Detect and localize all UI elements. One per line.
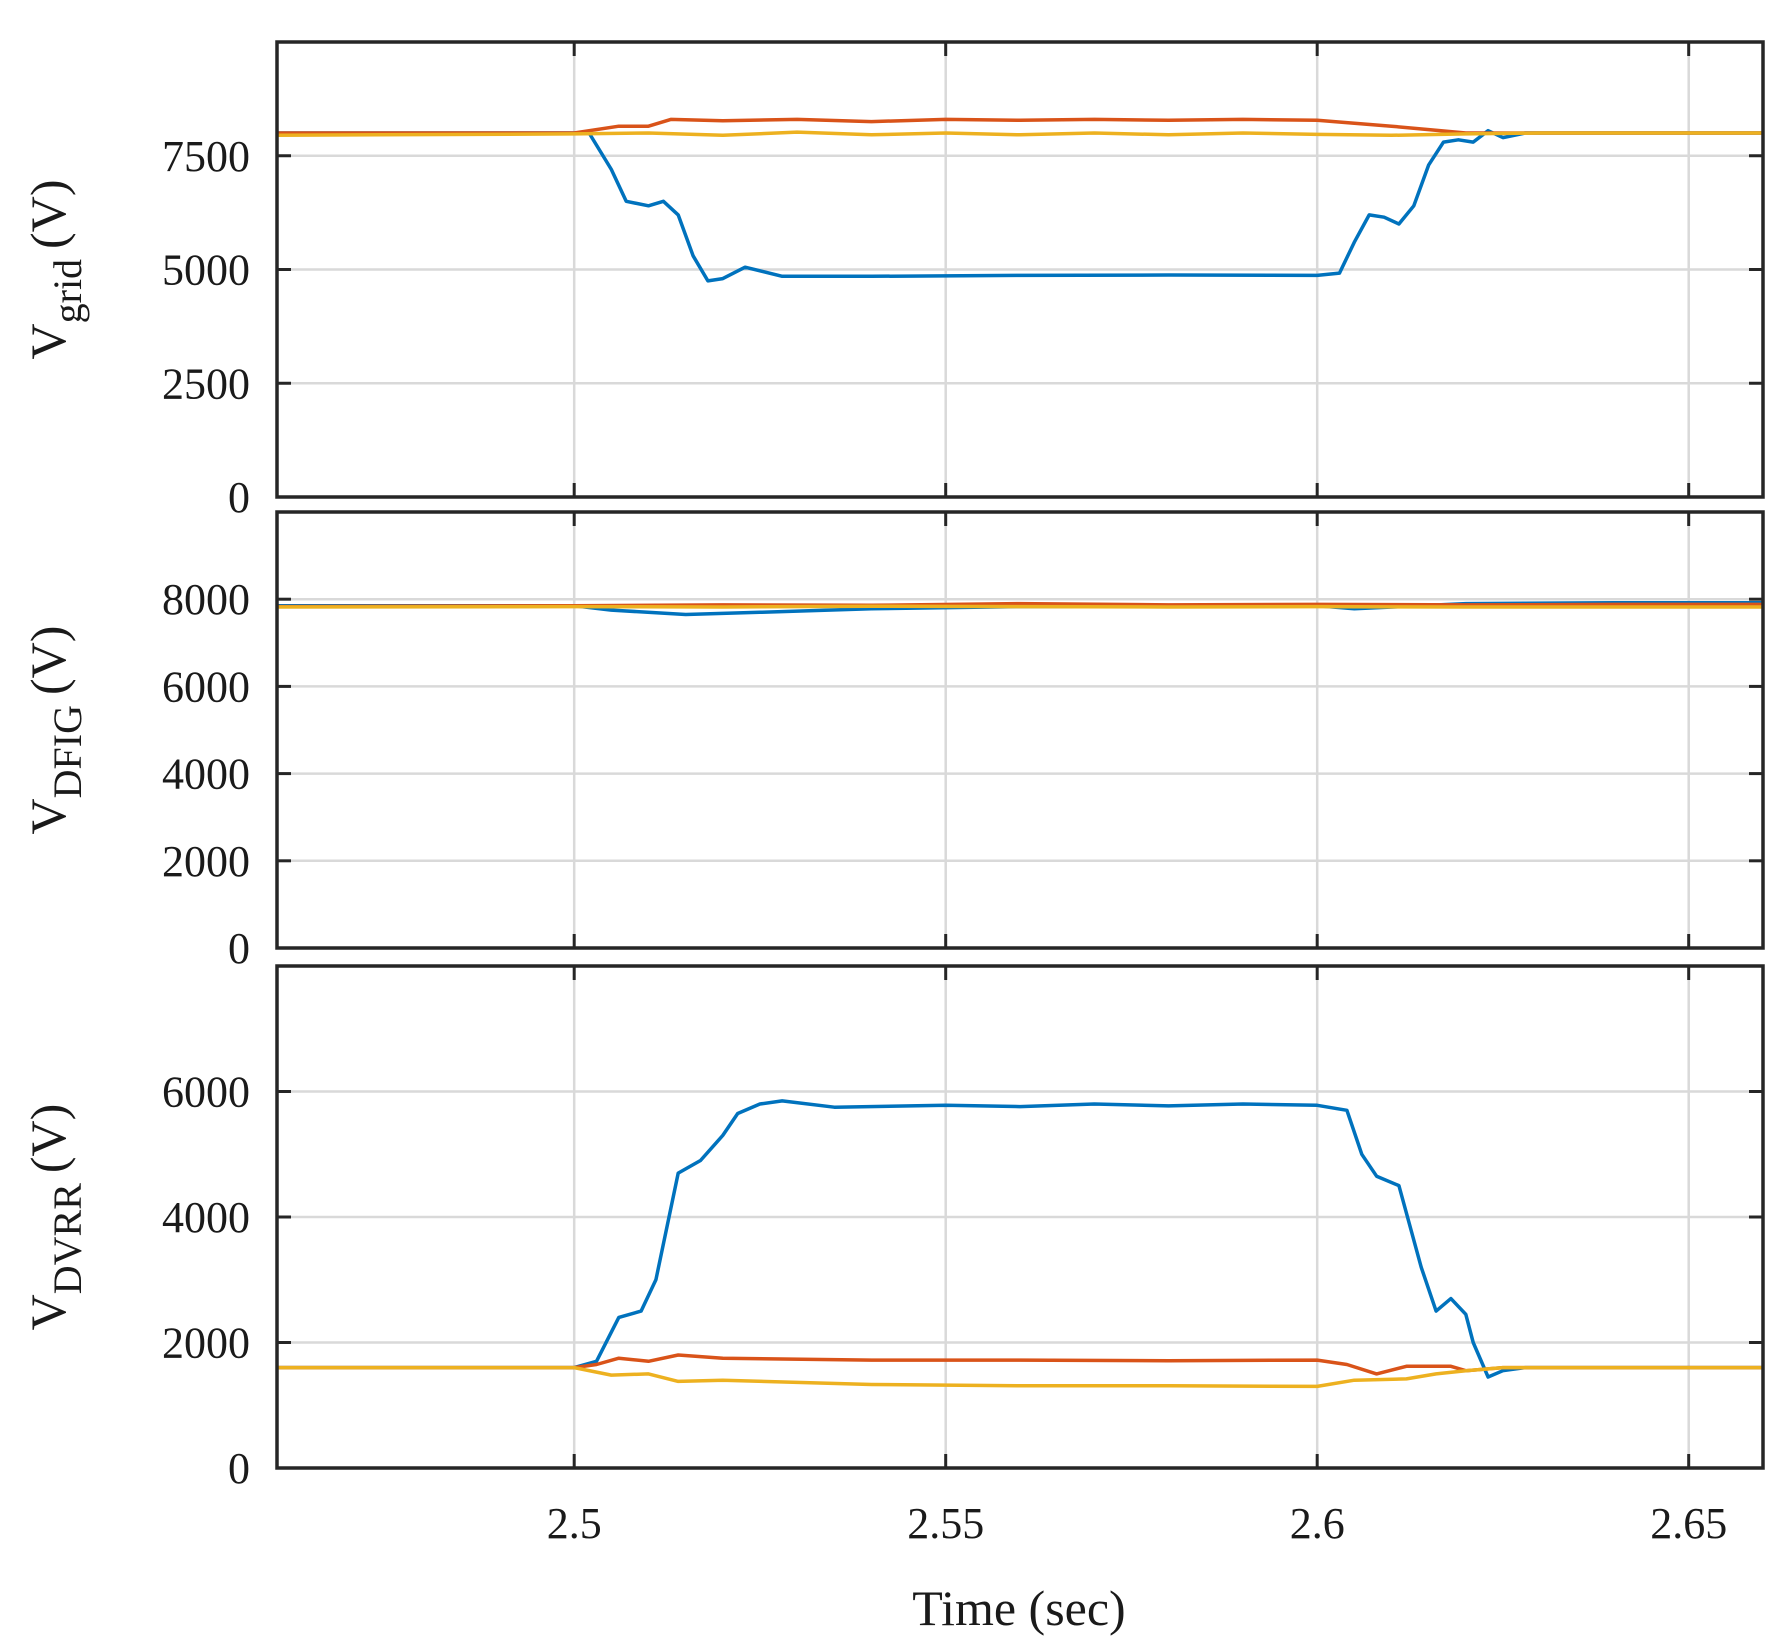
y-tick-label: 5000 <box>162 246 250 295</box>
y-axis-label-unit: (V) <box>20 626 76 695</box>
y-tick-label: 4000 <box>162 1193 250 1242</box>
panel-grid: 0 2500 5000 7500 Vgrid (V) <box>20 40 1765 522</box>
y-tick-label: 2000 <box>162 837 250 886</box>
x-tick-label: 2.55 <box>907 1499 984 1548</box>
panel-dfig: 0 2000 4000 6000 8000 VDFIG (V) <box>20 510 1765 973</box>
x-tick-label: 2.6 <box>1290 1499 1345 1548</box>
panels-layer: 0250050007500Vgrid(V)02000400060008000VD… <box>20 40 1765 1548</box>
x-tick-label: 2.65 <box>1650 1499 1727 1548</box>
y-axis-label-main: V <box>20 323 76 359</box>
series-line-2 <box>277 1353 1763 1376</box>
y-axis-label: VDFIG (V) <box>20 626 90 835</box>
y-tick-label: 6000 <box>162 1068 250 1117</box>
series-line-1 <box>277 1099 1763 1379</box>
x-tick-label: 2.5 <box>547 1499 602 1548</box>
y-axis-label-main: V <box>20 1294 76 1330</box>
series-line-3 <box>277 604 1763 609</box>
y-tick-label: 8000 <box>162 575 250 624</box>
y-axis-label-main: V <box>20 798 76 834</box>
y-axis-label-unit: (V) <box>20 180 76 249</box>
y-tick-label: 0 <box>228 924 250 973</box>
y-tick-label: 6000 <box>162 662 250 711</box>
y-axis-label: VDVRR (V) <box>20 1104 90 1331</box>
y-tick-label: 0 <box>228 1444 250 1493</box>
y-tick-label: 2500 <box>162 359 250 408</box>
panel-dvrr: 0 2000 4000 6000 VDVRR (V) <box>20 964 1765 1493</box>
y-axis-label-unit: (V) <box>20 1104 76 1173</box>
series-line-3 <box>277 130 1763 138</box>
series-line-3 <box>277 1365 1763 1389</box>
y-axis-label-sub: grid <box>45 259 90 323</box>
y-tick-label: 2000 <box>162 1319 250 1368</box>
x-axis-label: Time (sec) <box>912 1580 1125 1636</box>
y-axis-label: Vgrid (V) <box>20 180 90 360</box>
series-line-2 <box>277 117 1763 135</box>
y-axis-label-sub: DVRR <box>45 1183 90 1294</box>
y-tick-label: 7500 <box>162 132 250 181</box>
plot-frame <box>275 510 1765 950</box>
y-axis-label-sub: DFIG <box>45 705 90 798</box>
y-tick-label: 4000 <box>162 750 250 799</box>
y-tick-label: 0 <box>228 473 250 522</box>
series-line-1 <box>277 128 1763 283</box>
